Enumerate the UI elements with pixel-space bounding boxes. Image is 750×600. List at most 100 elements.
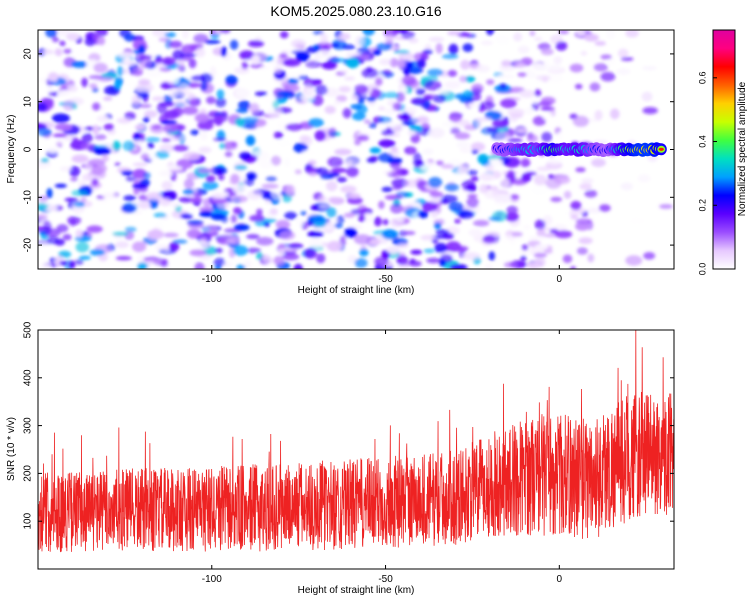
noise-blob (180, 53, 197, 58)
noise-blob (307, 230, 324, 238)
noise-blob (466, 197, 479, 208)
noise-blob (479, 172, 495, 182)
noise-blob (343, 227, 358, 238)
noise-blob (137, 91, 149, 100)
colorbar-tick-label: 0.4 (697, 135, 707, 148)
noise-blob (239, 152, 252, 160)
noise-blob (101, 154, 109, 162)
noise-blob (389, 162, 401, 169)
noise-blob (384, 35, 394, 45)
noise-blob (378, 106, 386, 111)
noise-blob (446, 226, 460, 235)
noise-blob (546, 65, 562, 71)
noise-blob (115, 256, 132, 261)
noise-blob (138, 202, 151, 209)
noise-blob (328, 127, 337, 138)
noise-blob (549, 228, 559, 234)
noise-blob (183, 178, 195, 189)
noise-blob (462, 186, 477, 191)
noise-blob (340, 185, 357, 194)
noise-blob (121, 202, 138, 213)
noise-blob (209, 66, 217, 77)
noise-blob (517, 72, 527, 77)
noise-blob (323, 225, 333, 231)
noise-blob (605, 30, 616, 40)
noise-blob (84, 37, 96, 46)
noise-blob (498, 64, 516, 72)
noise-blob (404, 179, 421, 188)
noise-blob (256, 236, 274, 246)
snr-x-ticks: -100 -50 0 (202, 330, 563, 585)
noise-blob (531, 62, 546, 74)
noise-blob (245, 135, 256, 147)
noise-blob (144, 259, 163, 264)
snr-y-tick-label: 300 (23, 417, 34, 434)
noise-blob (392, 102, 402, 111)
noise-blob (295, 218, 303, 227)
noise-blob (269, 208, 278, 215)
noise-blob (533, 36, 543, 42)
noise-blob (409, 67, 421, 75)
noise-blob (476, 65, 490, 73)
noise-blob (261, 183, 279, 189)
noise-blob (96, 198, 110, 204)
noise-blob (303, 135, 313, 146)
noise-blob (152, 96, 165, 101)
noise-blob (212, 198, 228, 204)
noise-blob (532, 116, 547, 126)
noise-blob (225, 75, 238, 86)
heatmap-y-tick-label: 10 (23, 96, 34, 108)
noise-blob (146, 192, 163, 201)
noise-blob (408, 37, 419, 44)
noise-blob (421, 201, 438, 212)
noise-blob (47, 72, 59, 82)
noise-blob (123, 195, 137, 202)
noise-blob (406, 61, 413, 69)
noise-blob (465, 75, 476, 83)
noise-blob (189, 98, 201, 107)
noise-blob (494, 34, 510, 44)
noise-blob (321, 61, 337, 70)
noise-blob (112, 232, 129, 236)
noise-blob (308, 160, 317, 166)
noise-blob (503, 261, 518, 268)
snr-x-axis-label: Height of straight line (km) (298, 585, 415, 596)
noise-blob (397, 243, 409, 248)
noise-blob (318, 195, 327, 203)
colorbar-tick-label: 0.0 (697, 263, 707, 276)
noise-blob (467, 193, 478, 198)
noise-blob (66, 85, 78, 93)
noise-blob (38, 102, 48, 112)
noise-blob (316, 253, 326, 264)
noise-blob (423, 248, 435, 254)
noise-blob (122, 140, 135, 152)
heatmap-y-tick-label: -10 (23, 190, 34, 205)
snr-y-tick-label: 400 (23, 369, 34, 386)
noise-blob (203, 224, 219, 234)
noise-blob (616, 68, 631, 75)
noise-blob (412, 160, 420, 165)
heatmap-y-tick-label: 0 (23, 146, 34, 152)
noise-blob (320, 174, 335, 180)
noise-blob (447, 31, 461, 36)
noise-blob (103, 123, 114, 131)
noise-blob (444, 183, 460, 192)
noise-blob (281, 253, 300, 261)
noise-blob (562, 254, 573, 264)
noise-blob (395, 191, 409, 198)
noise-blob (235, 108, 249, 114)
noise-blob (462, 70, 477, 75)
noise-blob (494, 193, 512, 204)
noise-blob (144, 110, 158, 118)
noise-blob (124, 34, 136, 42)
heatmap-y-tick-label: 20 (23, 48, 34, 60)
noise-blob (92, 102, 101, 111)
noise-blob (320, 33, 328, 44)
noise-blob (301, 149, 318, 156)
noise-blob (500, 244, 516, 252)
noise-blob (509, 239, 516, 247)
noise-blob (223, 261, 233, 267)
noise-blob (591, 158, 606, 168)
noise-blob (81, 77, 88, 88)
noise-blob (610, 108, 620, 120)
